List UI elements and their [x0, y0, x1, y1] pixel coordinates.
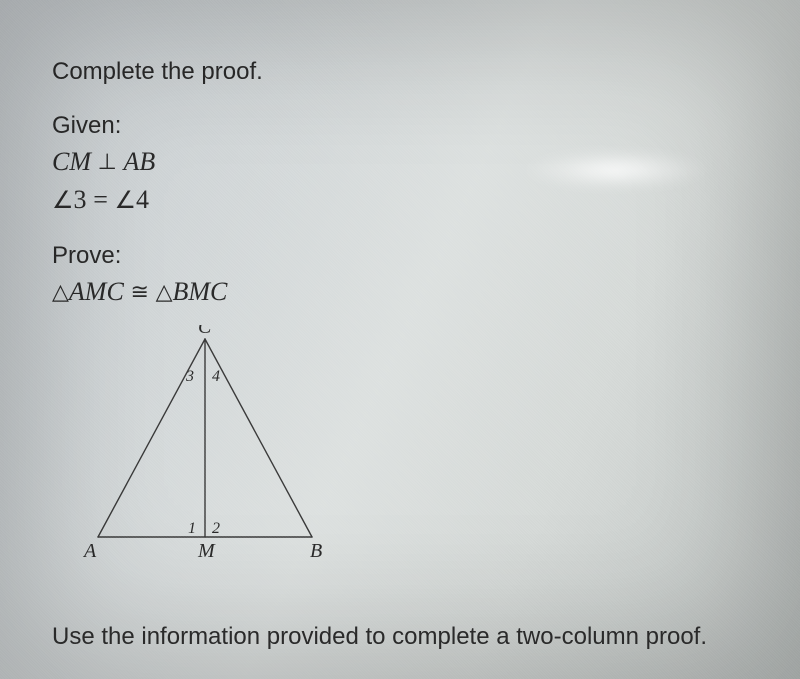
triangle-diagram: A B C M12 3 4: [80, 325, 800, 570]
prove-label: Prove:: [52, 242, 800, 270]
svg-text:2: 2: [212, 520, 220, 537]
triangle-symbol-left: △: [52, 279, 69, 304]
angle-symbol-right: ∠: [115, 188, 137, 214]
svg-text:3: 3: [185, 368, 194, 385]
title: Complete the proof.: [52, 58, 800, 86]
equals-symbol: =: [93, 185, 108, 214]
triangle-svg: A B C M12 3 4: [80, 325, 330, 565]
segment-ab: AB: [124, 147, 156, 176]
svg-text:A: A: [82, 540, 97, 562]
footer-instruction: Use the information provided to complete…: [52, 623, 707, 651]
svg-text:M: M: [197, 540, 216, 562]
angle-4: 4: [136, 185, 149, 214]
svg-text:C: C: [198, 325, 212, 338]
triangle-symbol-right: △: [156, 279, 173, 304]
prove-line: △AMC ≅ △BMC: [52, 277, 800, 307]
perp-symbol: ⊥: [98, 149, 117, 174]
triangle-bmc: BMC: [173, 277, 228, 306]
svg-text:B: B: [310, 540, 322, 562]
svg-text:4: 4: [212, 368, 220, 385]
congruent-symbol: ≅: [130, 279, 148, 304]
given-line-2: ∠3 = ∠4: [52, 185, 800, 216]
segment-cm: CM: [52, 147, 91, 176]
triangle-amc: AMC: [69, 277, 124, 306]
angle-3: 3: [74, 185, 87, 214]
svg-text:1: 1: [188, 520, 196, 537]
given-line-1: CM ⊥ AB: [52, 147, 800, 177]
angle-symbol-left: ∠: [52, 188, 74, 214]
given-label: Given:: [52, 112, 800, 140]
